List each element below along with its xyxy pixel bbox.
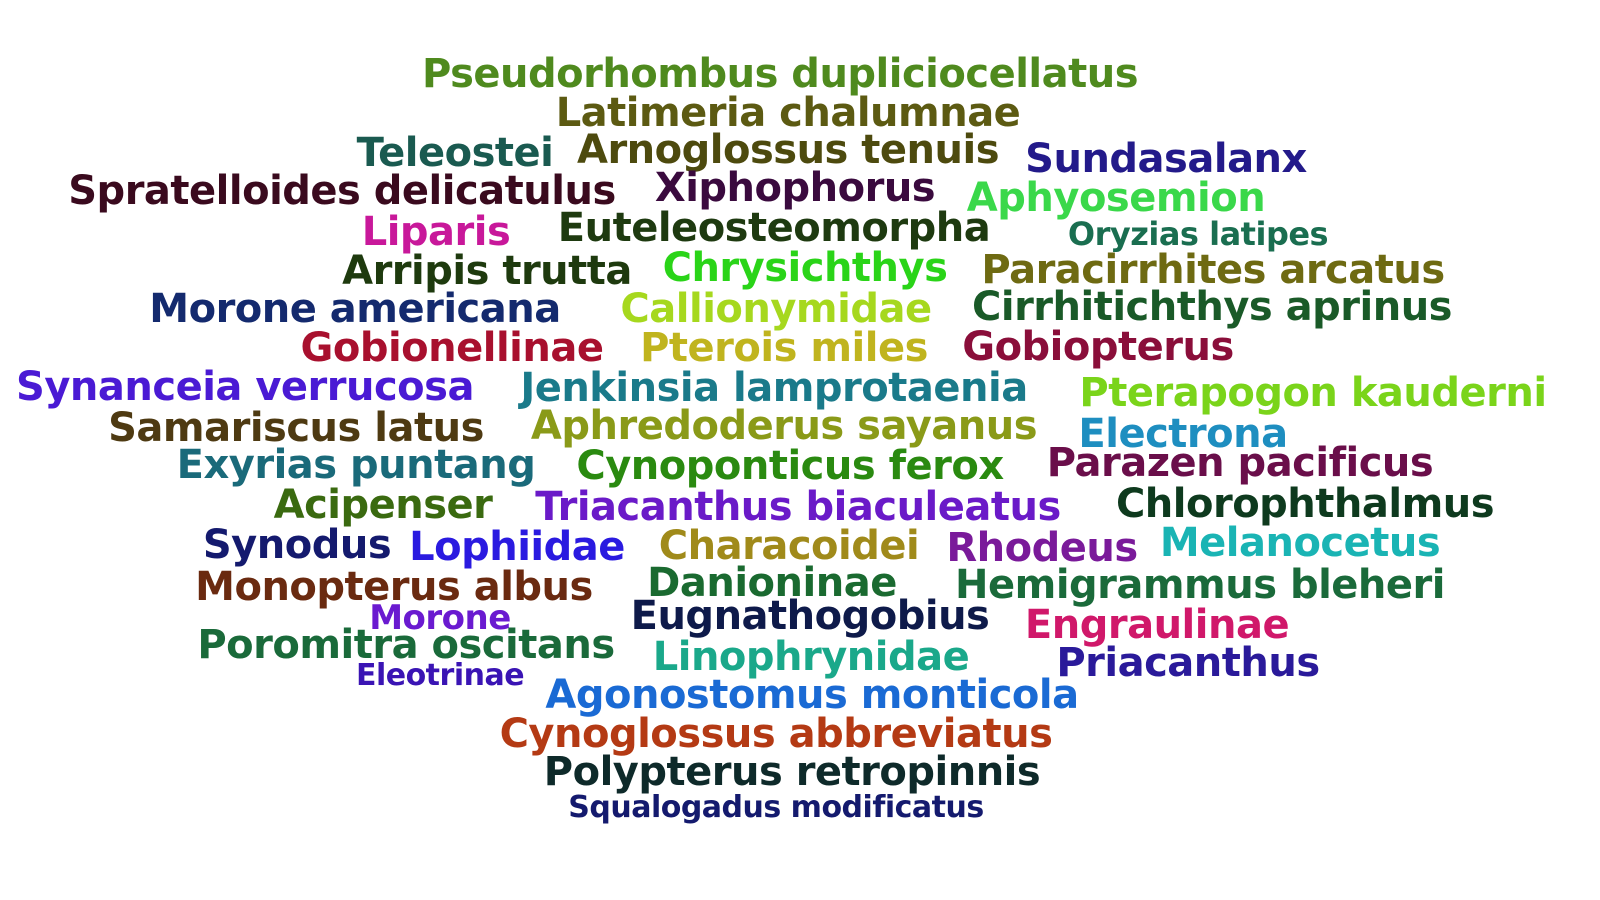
word-aphredoderus-sayanus: Aphredoderus sayanus xyxy=(530,403,1038,449)
word-arripis-trutta: Arripis trutta xyxy=(342,248,632,294)
word-synanceia-verrucosa: Synanceia verrucosa xyxy=(16,364,474,410)
word-electrona: Electrona xyxy=(1078,411,1288,457)
word-synodus: Synodus xyxy=(202,522,392,568)
word-pterapogon-kauderni: Pterapogon kauderni xyxy=(1079,370,1547,416)
word-liparis: Liparis xyxy=(361,209,511,255)
word-squalogadus-modificatus: Squalogadus modificatus xyxy=(568,790,984,825)
word-triacanthus-biaculeatus: Triacanthus biaculeatus xyxy=(535,484,1061,530)
word-spratelloides-delicatulus: Spratelloides delicatulus xyxy=(68,168,616,214)
word-cynoglossus-abbreviatus: Cynoglossus abbreviatus xyxy=(499,711,1053,757)
word-arnoglossus-tenuis: Arnoglossus tenuis xyxy=(576,127,1000,173)
word-eugnathogobius: Eugnathogobius xyxy=(630,593,990,639)
word-morone: Morone xyxy=(369,598,511,638)
word-priacanthus: Priacanthus xyxy=(1056,640,1320,686)
word-sundasalanx: Sundasalanx xyxy=(1025,136,1307,182)
word-cynoponticus-ferox: Cynoponticus ferox xyxy=(576,443,1004,489)
word-danioninae: Danioninae xyxy=(647,560,897,606)
word-aphyosemion: Aphyosemion xyxy=(966,175,1266,221)
word-linophrynidae: Linophrynidae xyxy=(652,634,970,680)
word-euteleosteomorpha: Euteleosteomorpha xyxy=(557,205,991,251)
word-hemigrammus-bleheri: Hemigrammus bleheri xyxy=(955,562,1445,608)
word-gobiopterus: Gobiopterus xyxy=(962,324,1234,370)
word-xiphophorus: Xiphophorus xyxy=(654,165,936,211)
word-paracirrhites-arcatus: Paracirrhites arcatus xyxy=(981,247,1445,293)
word-jenkinsia-lamprotaenia: Jenkinsia lamprotaenia xyxy=(520,365,1028,411)
word-oryzias-latipes: Oryzias latipes xyxy=(1067,215,1329,253)
word-callionymidae: Callionymidae xyxy=(620,286,932,332)
word-polypterus-retropinnis: Polypterus retropinnis xyxy=(543,749,1041,795)
word-poromitra-oscitans: Poromitra oscitans xyxy=(197,622,615,668)
word-morone-americana: Morone americana xyxy=(149,286,561,332)
word-cirrhitichthys-aprinus: Cirrhitichthys aprinus xyxy=(972,284,1452,330)
word-pseudorhombus-dupliciocellatus: Pseudorhombus dupliciocellatus xyxy=(421,51,1139,97)
word-melanocetus: Melanocetus xyxy=(1159,520,1441,566)
word-acipenser: Acipenser xyxy=(273,482,493,528)
word-gobionellinae: Gobionellinae xyxy=(300,325,604,371)
word-eleotrinae: Eleotrinae xyxy=(355,658,525,693)
word-lophiidae: Lophiidae xyxy=(409,524,625,570)
word-engraulinae: Engraulinae xyxy=(1024,602,1290,648)
word-parazen-pacificus: Parazen pacificus xyxy=(1046,440,1434,486)
word-characoidei: Characoidei xyxy=(658,523,920,569)
word-chlorophthalmus: Chlorophthalmus xyxy=(1115,481,1495,527)
word-monopterus-albus: Monopterus albus xyxy=(195,564,593,610)
word-pterois-miles: Pterois miles xyxy=(640,325,928,371)
word-agonostomus-monticola: Agonostomus monticola xyxy=(545,672,1079,718)
word-rhodeus: Rhodeus xyxy=(946,525,1138,571)
word-chrysichthys: Chrysichthys xyxy=(662,245,948,291)
word-exyrias-puntang: Exyrias puntang xyxy=(176,442,536,488)
word-samariscus-latus: Samariscus latus xyxy=(108,405,484,451)
word-teleostei: Teleostei xyxy=(356,130,554,176)
word-latimeria-chalumnae: Latimeria chalumnae xyxy=(555,90,1021,136)
